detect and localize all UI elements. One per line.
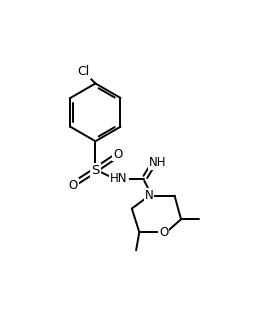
Text: NH: NH <box>149 156 166 169</box>
Text: N: N <box>145 189 153 202</box>
Text: Cl: Cl <box>78 65 90 78</box>
Text: O: O <box>113 147 123 161</box>
Text: HN: HN <box>110 172 128 185</box>
Text: O: O <box>68 179 78 192</box>
Text: O: O <box>159 226 169 239</box>
Text: S: S <box>91 164 100 176</box>
